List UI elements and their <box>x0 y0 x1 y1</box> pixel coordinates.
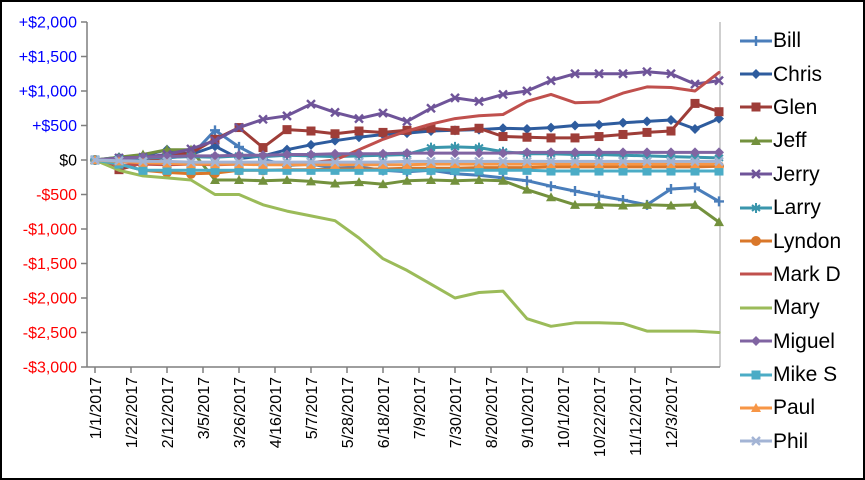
legend-item-miguel: Miguel <box>739 325 863 358</box>
legend-label: Lyndon <box>773 229 842 253</box>
x-tick-label: 10/1/2017 <box>556 377 573 448</box>
y-tick-label: -$500 <box>36 187 77 204</box>
legend-item-jerry: Jerry <box>739 158 863 191</box>
series-miguel <box>90 147 724 165</box>
legend-label: Mark D <box>773 262 841 286</box>
x-tick-label: 10/22/2017 <box>592 377 609 457</box>
legend-marker-none-icon <box>740 306 772 310</box>
legend-marker-triangle-icon <box>740 135 772 145</box>
x-tick-label: 12/3/2017 <box>664 377 681 448</box>
legend-item-mary: Mary <box>739 291 863 324</box>
x-tick-label: 2/12/2017 <box>160 377 177 448</box>
legend-marker-circle-icon <box>740 236 772 247</box>
x-tick-label: 9/10/2017 <box>520 377 537 448</box>
legend-marker-x-icon <box>740 169 772 180</box>
legend-label: Glen <box>773 95 818 119</box>
x-tick-label: 3/5/2017 <box>196 377 213 439</box>
legend-label: Paul <box>773 396 816 420</box>
x-tick-label: 8/20/2017 <box>484 377 501 448</box>
legend-label: Jeff <box>773 129 807 153</box>
y-tick-label: -$2,500 <box>23 325 77 342</box>
y-tick-label: -$3,000 <box>23 360 77 377</box>
legend-marker-none-icon <box>740 272 772 276</box>
series-mary <box>93 158 721 334</box>
x-tick-label: 6/18/2017 <box>376 377 393 448</box>
legend-label: Bill <box>773 29 802 53</box>
legend-marker-square-icon <box>740 370 772 380</box>
legend-item-phil: Phil <box>739 425 863 458</box>
legend-item-jeff: Jeff <box>739 124 863 157</box>
y-tick-label: -$1,500 <box>23 256 77 273</box>
x-tick-label: 4/16/2017 <box>268 377 285 448</box>
legend-item-lyndon: Lyndon <box>739 224 863 257</box>
x-tick-label: 1/22/2017 <box>124 377 141 448</box>
legend-marker-square-icon <box>740 102 772 112</box>
legend-marker-plus-icon <box>740 35 772 46</box>
x-tick-label: 3/26/2017 <box>232 377 249 448</box>
legend-item-paul: Paul <box>739 391 863 424</box>
x-tick-label: 5/28/2017 <box>340 377 357 448</box>
legend-item-bill: Bill <box>739 24 863 57</box>
legend-marker-x-icon <box>740 436 772 447</box>
legend-label: Mary <box>773 296 820 320</box>
legend-item-glen: Glen <box>739 91 863 124</box>
legend-label: Miguel <box>773 329 835 353</box>
y-tick-label: +$500 <box>32 118 77 135</box>
legend-marker-asterisk-icon <box>740 202 772 213</box>
x-tick-label: 5/7/2017 <box>304 377 321 439</box>
y-tick-label: +$2,000 <box>19 15 77 32</box>
legend-marker-diamond-icon <box>740 69 772 80</box>
legend-label: Chris <box>773 62 823 86</box>
x-tick-label: 7/30/2017 <box>448 377 465 448</box>
x-tick-label: 11/12/2017 <box>628 377 645 456</box>
legend-marker-diamond-icon <box>740 336 772 347</box>
y-tick-label: +$1,000 <box>19 84 77 101</box>
legend-item-mark-d: Mark D <box>739 258 863 291</box>
series-phil <box>90 155 724 167</box>
legend-label: Jerry <box>773 162 820 186</box>
chart-legend: Bill Chris Glen Jeff Jerry Larry Lyndon Mark D M… <box>739 24 863 458</box>
y-tick-label: -$2,000 <box>23 291 77 308</box>
y-tick-label: -$1,000 <box>23 222 77 239</box>
legend-label: Mike S <box>773 363 838 387</box>
legend-marker-triangle-icon <box>740 402 772 412</box>
legend-item-chris: Chris <box>739 57 863 90</box>
x-tick-label: 7/9/2017 <box>412 377 429 439</box>
x-tick-label: 1/1/2017 <box>88 377 105 439</box>
y-tick-label: +$1,500 <box>19 49 77 66</box>
legend-item-mike-s: Mike S <box>739 358 863 391</box>
y-tick-label: $0 <box>59 153 77 170</box>
legend-item-larry: Larry <box>739 191 863 224</box>
legend-label: Phil <box>773 429 809 453</box>
legend-label: Larry <box>773 196 821 220</box>
